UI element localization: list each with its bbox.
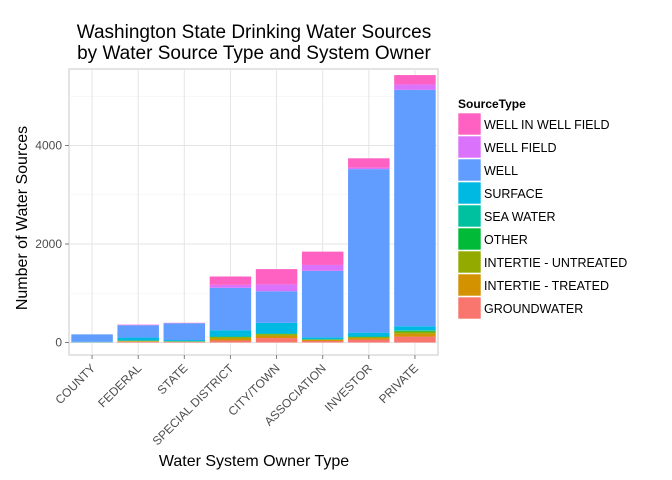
bar-segment-groundwater: [117, 341, 159, 343]
legend-label: INTERTIE - UNTREATED: [484, 256, 627, 270]
bar-segment-surface: [209, 330, 252, 337]
bar-segment-groundwater: [255, 338, 298, 343]
legend-swatch: [457, 135, 482, 159]
bar-segment-intertie-untreated: [209, 337, 252, 339]
x-tick-label: STATE: [154, 361, 190, 397]
bar-segment-well: [394, 89, 436, 327]
bar-segment-surface: [117, 337, 159, 341]
legend-label: GROUNDWATER: [484, 302, 583, 316]
bar-segment-intertie-untreated: [394, 331, 436, 334]
bar-segment-groundwater: [209, 340, 252, 343]
legend-swatch: [457, 112, 482, 136]
bars: [71, 75, 436, 343]
legend-label: INTERTIE - TREATED: [484, 279, 609, 293]
legend: SourceType WELL IN WELL FIELD WELL FIELD W…: [457, 97, 627, 320]
x-tick-label: FEDERAL: [95, 361, 144, 410]
bar-segment-well-in-well-field: [301, 251, 344, 265]
x-tick-label: PRIVATE: [376, 361, 421, 406]
x-tick-label: COUNTY: [52, 361, 98, 407]
bar-segment-surface: [255, 322, 298, 334]
legend-swatch: [457, 158, 482, 182]
legend-label: OTHER: [484, 233, 528, 247]
chart-title-line-1: Washington State Drinking Water Sources: [77, 22, 431, 43]
bar-segment-other: [394, 330, 436, 332]
bar-segment-surface: [301, 337, 344, 340]
legend-label: WELL FIELD: [484, 141, 556, 155]
bar-segment-groundwater: [348, 339, 390, 343]
bar-segment-well-in-well-field: [255, 269, 298, 285]
bar-segment-well-in-well-field: [348, 158, 390, 168]
bar-segment-well-field: [301, 264, 344, 271]
bar-segment-well-in-well-field: [209, 276, 252, 285]
bar-segment-well: [209, 287, 252, 331]
bar-segment-well-field: [348, 167, 390, 170]
legend-swatch: [457, 273, 482, 297]
y-axis: 0 2000 4000: [35, 139, 69, 350]
bar-segment-well-field: [394, 84, 436, 90]
bar-segment-well: [348, 169, 390, 333]
legend-label: WELL IN WELL FIELD: [484, 118, 610, 132]
y-tick-label: 2000: [35, 237, 62, 251]
legend-label: SEA WATER: [484, 210, 556, 224]
bar-segment-groundwater: [394, 336, 436, 343]
bar-segment-surface: [163, 340, 206, 342]
bar-segment-surface: [348, 332, 390, 337]
legend-swatch: [457, 250, 482, 274]
bar-segment-well-in-well-field: [394, 75, 436, 85]
bar-segment-intertie-untreated: [255, 334, 298, 336]
legend-swatch: [457, 181, 482, 205]
bar-segment-well-field: [255, 284, 298, 292]
bar-segment-well: [255, 291, 298, 323]
bar-segment-well: [71, 334, 113, 342]
y-tick-label: 4000: [35, 139, 62, 153]
bar-segment-intertie-treated: [301, 340, 344, 342]
bar-segment-intertie-treated: [348, 338, 390, 340]
bar-segment-intertie-untreated: [348, 337, 390, 339]
y-tick-label: 0: [55, 336, 62, 350]
x-axis-title: Water System Owner Type: [159, 453, 349, 470]
legend-swatch: [457, 227, 482, 251]
bar-segment-intertie-treated: [394, 333, 436, 337]
legend-swatch: [457, 204, 482, 228]
chart-title-line-2: by Water Source Type and System Owner: [77, 43, 431, 64]
legend-swatch: [457, 296, 482, 320]
bar-segment-well-field: [209, 284, 252, 288]
legend-label: WELL: [484, 164, 518, 178]
legend-title: SourceType: [458, 97, 526, 111]
bar-segment-well: [163, 323, 206, 341]
bar-segment-intertie-treated: [255, 335, 298, 339]
x-tick-label: SPECIAL DISTRICT: [150, 361, 237, 448]
x-tick-label: INVESTOR: [322, 361, 375, 414]
bar-segment-well: [301, 270, 344, 338]
bar-segment-surface: [394, 326, 436, 331]
y-axis-title: Number of Water Sources: [14, 126, 31, 310]
bar-segment-groundwater: [301, 341, 344, 343]
bar-segment-intertie-treated: [209, 338, 252, 341]
bar-segment-well: [117, 325, 159, 338]
legend-label: SURFACE: [484, 187, 543, 201]
